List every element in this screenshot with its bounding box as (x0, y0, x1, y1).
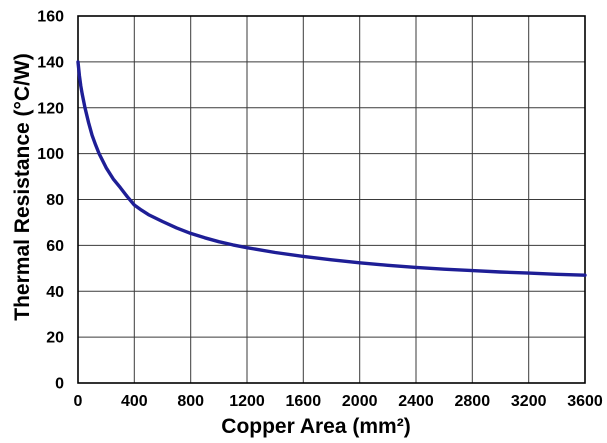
y-tick-label: 0 (55, 376, 64, 393)
x-tick-label: 800 (177, 393, 204, 410)
x-tick-label: 2400 (398, 393, 434, 410)
x-tick-label: 0 (74, 393, 83, 410)
x-tick-label: 3600 (567, 393, 603, 410)
x-tick-label: 2800 (455, 393, 491, 410)
x-tick-label: 1200 (229, 393, 265, 410)
x-tick-label: 1600 (286, 393, 322, 410)
plot-border (77, 15, 586, 384)
x-axis-title: Copper Area (mm²) (221, 415, 410, 438)
y-tick-label: 120 (37, 100, 64, 117)
x-tick-label: 3200 (511, 393, 547, 410)
y-tick-label: 100 (37, 146, 64, 163)
y-tick-label: 20 (46, 330, 64, 347)
y-axis-title: Thermal Resistance (°C/W) (11, 53, 34, 320)
thermal-resistance-curve (76, 60, 587, 277)
y-tick-label: 40 (46, 284, 64, 301)
y-tick-label: 160 (37, 9, 64, 26)
y-tick-label: 80 (46, 192, 64, 209)
y-tick-label: 60 (46, 238, 64, 255)
y-tick-label: 140 (37, 54, 64, 71)
x-tick-label: 400 (121, 393, 148, 410)
x-tick-label: 2000 (342, 393, 378, 410)
